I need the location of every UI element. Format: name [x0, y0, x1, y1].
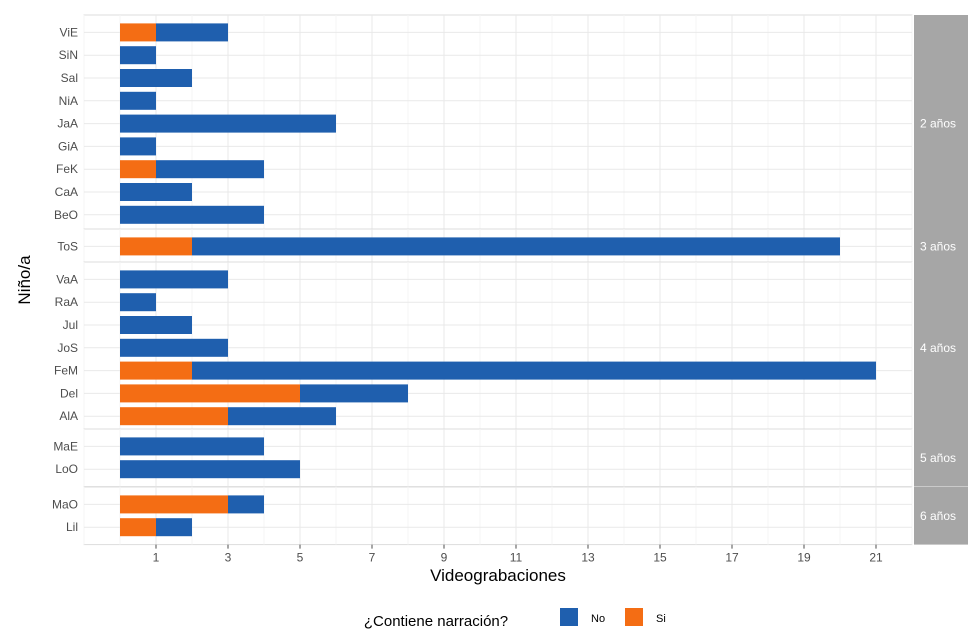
x-tick-label: 13: [581, 551, 595, 565]
y-tick-label: Jul: [63, 318, 78, 332]
x-tick-label: 3: [225, 551, 232, 565]
x-tick-label: 19: [797, 551, 811, 565]
facet-strip-label: 4 años: [920, 341, 956, 355]
bar-no-FeK: [156, 160, 264, 179]
y-tick-label: AlA: [59, 409, 78, 423]
x-tick-label: 9: [441, 551, 448, 565]
y-tick-label: RaA: [55, 295, 78, 309]
bar-no-ToS: [192, 237, 840, 256]
bar-no-RaA: [120, 293, 156, 312]
facet-strip-label: 2 años: [920, 117, 956, 131]
x-tick-label: 11: [510, 551, 523, 565]
bar-no-CaA: [120, 183, 192, 201]
bar-si-ViE: [120, 23, 156, 42]
x-tick-label: 15: [653, 551, 667, 565]
y-tick-label: Del: [60, 386, 78, 400]
legend-swatch-si: [625, 608, 643, 626]
y-tick-label: MaO: [52, 497, 78, 511]
bar-no-Jul: [120, 316, 192, 334]
bar-no-Lil: [156, 518, 192, 537]
facet-strip-label: 5 años: [920, 451, 956, 465]
legend-label-no: No: [591, 613, 605, 625]
y-axis-title: Niño/a: [15, 255, 34, 305]
x-tick-label: 17: [725, 551, 739, 565]
bar-si-Del: [120, 384, 300, 403]
bar-si-FeM: [120, 361, 192, 380]
bar-no-MaE: [120, 437, 264, 456]
facet-panel: MaE LoO 5 años: [53, 428, 968, 488]
y-tick-label: Sal: [61, 71, 78, 85]
y-tick-label: ViE: [60, 25, 78, 39]
y-tick-label: NiA: [59, 94, 78, 108]
legend-title: ¿Contiene narración?: [364, 613, 508, 630]
y-tick-label: GiA: [58, 139, 78, 153]
legend: ¿Contiene narración? No Si: [364, 608, 666, 630]
y-tick-label: BeO: [54, 208, 78, 222]
y-tick-label: SiN: [59, 48, 78, 62]
y-tick-label: CaA: [55, 185, 78, 199]
facet-strip: [914, 429, 968, 487]
bar-no-Sal: [120, 69, 192, 87]
facet-panel: ToS 3 años: [57, 228, 968, 265]
x-tick-label: 5: [297, 551, 304, 565]
facet-strip-label: 6 años: [920, 509, 956, 523]
y-tick-label: Lil: [66, 520, 78, 534]
x-tick-label: 7: [369, 551, 376, 565]
bar-no-BeO: [120, 205, 264, 224]
x-tick-label: 21: [869, 551, 883, 565]
facet-panel: ViE SiN Sal NiA JaA GiA FeK CaA BeO 2 años: [54, 14, 968, 233]
bar-no-GiA: [120, 137, 156, 156]
bar-si-AlA: [120, 407, 228, 426]
bar-no-MaO: [228, 495, 264, 514]
facet-strip: [914, 229, 968, 264]
bar-si-FeK: [120, 160, 156, 179]
y-tick-label: JaA: [57, 117, 78, 131]
y-tick-label: VaA: [56, 272, 78, 286]
x-tick-label: 1: [153, 551, 160, 565]
facet-strip: [914, 15, 968, 233]
bar-no-JoS: [120, 338, 228, 357]
legend-swatch-no: [560, 608, 578, 626]
facet-panel: MaO Lil 6 años: [52, 486, 968, 546]
facet-strip-label: 3 años: [920, 239, 956, 253]
legend-label-si: Si: [656, 613, 666, 625]
facet-strip: [914, 487, 968, 545]
bar-si-ToS: [120, 237, 192, 256]
facet-panel: VaA RaA Jul JoS FeM Del AlA 4 años: [54, 261, 968, 435]
bar-no-FeM: [192, 361, 876, 380]
bar-no-VaA: [120, 270, 228, 289]
bar-si-MaO: [120, 495, 228, 514]
bar-si-Lil: [120, 518, 156, 537]
y-tick-label: JoS: [57, 341, 78, 355]
bar-no-Del: [300, 384, 408, 403]
bar-no-LoO: [120, 460, 300, 479]
bar-no-AlA: [228, 407, 336, 426]
bar-no-ViE: [156, 23, 228, 42]
x-axis: 1 3 5 7 9 11 13 15 17 19 21: [153, 544, 883, 565]
bar-no-JaA: [120, 114, 336, 133]
y-tick-label: FeK: [56, 162, 78, 176]
bar-no-SiN: [120, 46, 156, 65]
y-tick-label: LoO: [55, 462, 78, 476]
x-axis-title: Videograbaciones: [430, 566, 566, 585]
y-tick-label: FeM: [54, 364, 78, 378]
facet-strip: [914, 262, 968, 434]
bar-no-NiA: [120, 91, 156, 110]
y-tick-label: ToS: [57, 239, 78, 253]
facet-panels: ViE SiN Sal NiA JaA GiA FeK CaA BeO 2 años ToS 3 añ…: [52, 14, 968, 546]
y-tick-label: MaE: [53, 439, 78, 453]
